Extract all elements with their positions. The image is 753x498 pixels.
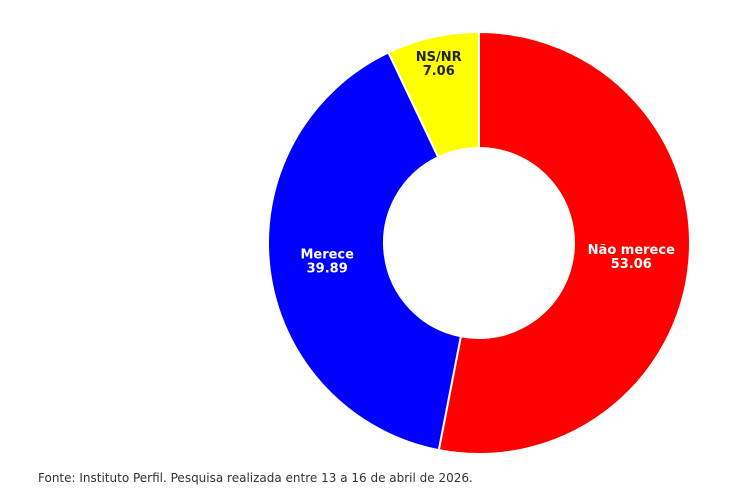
donut-slice: [267, 51, 463, 452]
slice-label: NS/NR: [416, 50, 462, 65]
slice-value: 39.89: [307, 262, 348, 277]
source-note: Fonte: Instituto Perfil. Pesquisa realiz…: [38, 471, 473, 485]
donut-slice: [437, 30, 691, 455]
donut-slice: [387, 30, 480, 159]
slice-label: Merece: [300, 248, 354, 263]
slice-value: 53.06: [611, 257, 652, 272]
slice-label: Não merece: [588, 243, 675, 258]
slice-value: 7.06: [423, 64, 455, 79]
